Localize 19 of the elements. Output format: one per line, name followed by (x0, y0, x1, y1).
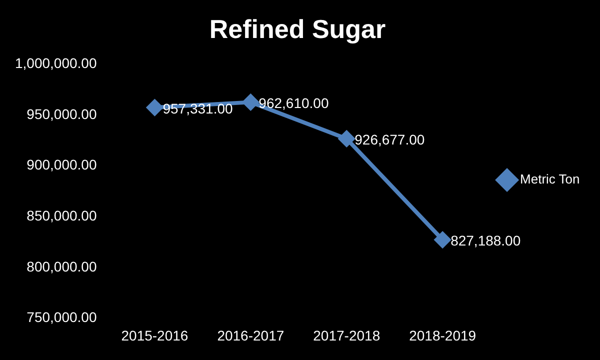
y-tick-label: 950,000.00 (26, 106, 97, 122)
data-label: 962,610.00 (258, 95, 329, 112)
point (434, 232, 451, 248)
x-tick-label: 2017-2018 (313, 327, 380, 344)
data-label: 926,677.00 (354, 132, 425, 148)
y-tick-label: 900,000.00 (26, 156, 97, 173)
x-tick-label: 2016-2017 (217, 327, 284, 344)
x-tick-label: 2018-2019 (409, 327, 476, 344)
y-tick-label: 850,000.00 (26, 207, 97, 224)
data-label: 827,188.00 (450, 232, 521, 249)
x-tick-label: 2015-2016 (121, 327, 188, 344)
legend-label: Metric Ton (520, 172, 580, 187)
y-tick-label: 750,000.00 (26, 309, 97, 326)
chart-title: Refined Sugar (209, 14, 386, 44)
point (242, 94, 259, 110)
y-tick-label: 800,000.00 (26, 258, 97, 274)
point (338, 130, 355, 147)
y-tick-label: 1,000,000.00 (14, 55, 97, 72)
point (146, 100, 163, 116)
